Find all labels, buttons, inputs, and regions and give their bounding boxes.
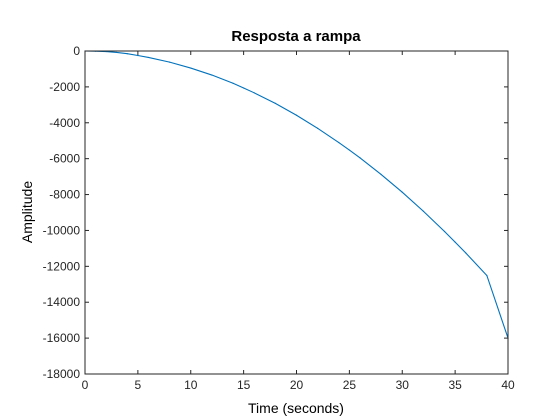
data-point (380, 173, 382, 176)
x-tick-label: 10 (184, 378, 198, 392)
data-point (443, 230, 446, 233)
y-tick-label: -16000 (43, 331, 81, 345)
data-point (317, 127, 319, 129)
data-point (454, 241, 456, 243)
plot-area (85, 51, 508, 374)
y-axis-label: Amplitude (19, 181, 35, 243)
x-axis-ticks: 0 5 10 15 20 25 30 35 40 (82, 51, 515, 392)
data-point (147, 56, 150, 59)
x-tick-label: 15 (237, 378, 251, 392)
series-layer (84, 50, 509, 339)
data-point (116, 51, 118, 54)
y-tick-label: -18000 (43, 367, 81, 381)
x-tick-label: 30 (396, 378, 410, 392)
data-point (359, 157, 361, 159)
y-tick-label: 0 (73, 44, 80, 58)
data-point (338, 141, 340, 144)
y-tick-label: -6000 (49, 152, 80, 166)
x-tick-label: 20 (290, 378, 304, 392)
data-point (295, 114, 298, 116)
data-point (274, 102, 276, 104)
data-point (137, 54, 139, 57)
data-point (401, 191, 403, 193)
data-point (465, 252, 467, 254)
chart-title: Resposta a rampa (231, 28, 361, 45)
data-point (126, 53, 128, 55)
x-tick-label: 40 (501, 378, 515, 392)
y-tick-label: -12000 (43, 259, 81, 273)
data-point (190, 67, 192, 69)
data-point (211, 74, 213, 76)
x-tick-label: 35 (448, 378, 462, 392)
data-point (486, 274, 488, 277)
x-axis-label: Time (seconds) (248, 400, 344, 416)
y-tick-label: -14000 (43, 295, 81, 309)
y-axis-ticks: 0 -2000 -4000 -6000 -8000 -10000 -12000 -14000 -… (43, 44, 508, 381)
y-tick-label: -4000 (49, 116, 80, 130)
data-point (243, 87, 245, 89)
data-point (169, 61, 171, 63)
data-point (232, 82, 234, 84)
plot-box (84, 50, 509, 375)
x-tick-label: 0 (82, 378, 89, 392)
y-tick-label: -2000 (49, 80, 80, 94)
x-tick-label: 5 (135, 378, 142, 392)
y-tick-label: -8000 (49, 188, 80, 202)
x-tick-label: 25 (343, 378, 357, 392)
data-point (422, 210, 424, 212)
data-point (253, 92, 255, 94)
y-tick-label: -10000 (43, 223, 81, 237)
data-point (348, 149, 350, 151)
